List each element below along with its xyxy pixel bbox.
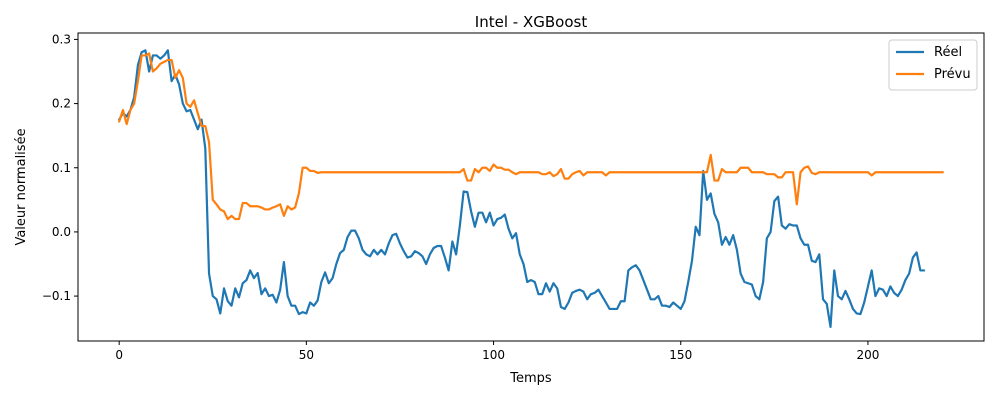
chart-title: Intel - XGBoost bbox=[475, 13, 588, 31]
y-axis-label: Valeur normalisée bbox=[14, 128, 29, 245]
series-line-2 bbox=[118, 52, 944, 221]
x-tick-label: 150 bbox=[669, 348, 692, 362]
series-layer bbox=[118, 49, 944, 328]
y-tick-label: −0.1 bbox=[42, 289, 71, 303]
legend-label-1: Réel bbox=[934, 45, 962, 60]
y-tick-label: 0.1 bbox=[52, 161, 71, 175]
x-axis-ticks: 0 50 100 150 200 bbox=[115, 341, 879, 362]
y-tick-label: 0.0 bbox=[52, 225, 71, 239]
x-axis-label: Temps bbox=[509, 371, 552, 386]
x-tick-label: 100 bbox=[482, 348, 505, 362]
legend: Réel Prévu bbox=[888, 39, 978, 91]
x-tick-label: 50 bbox=[299, 348, 314, 362]
legend-box bbox=[888, 39, 978, 91]
y-tick-label: 0.3 bbox=[52, 32, 71, 46]
y-tick-label: 0.2 bbox=[52, 97, 71, 111]
x-tick-label: 200 bbox=[856, 348, 879, 362]
y-axis-ticks: −0.1 0.0 0.1 0.2 0.3 bbox=[42, 32, 78, 303]
legend-label-2: Prévu bbox=[934, 67, 971, 82]
series-line-1 bbox=[118, 49, 926, 328]
x-tick-label: 0 bbox=[115, 348, 123, 362]
